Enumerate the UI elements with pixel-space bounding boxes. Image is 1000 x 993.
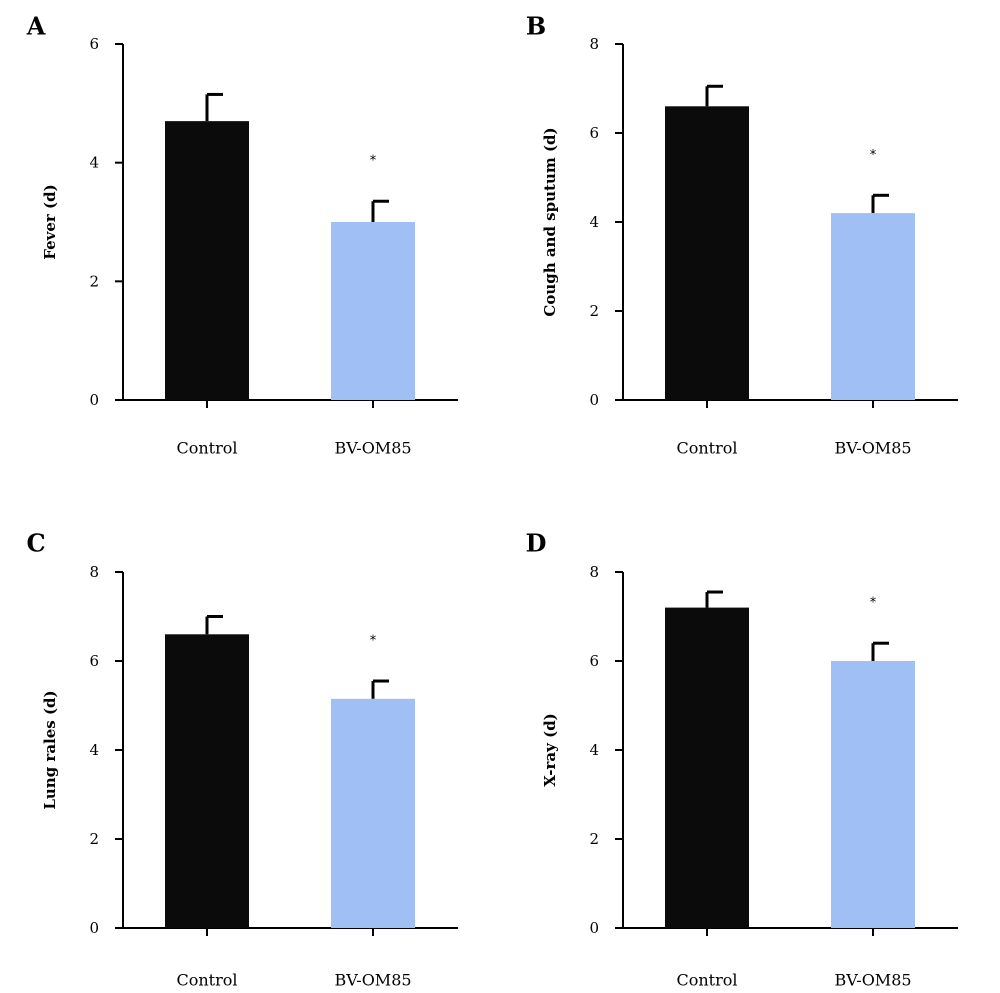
x-category-label: Control bbox=[676, 971, 737, 990]
y-tick-label: 2 bbox=[89, 830, 99, 848]
y-tick-label: 0 bbox=[589, 391, 599, 409]
y-tick-label: 4 bbox=[89, 741, 99, 759]
y-axis-title: Cough and sputum (d) bbox=[541, 127, 559, 316]
y-tick-label: 6 bbox=[89, 652, 99, 670]
y-axis-title: Lung rales (d) bbox=[41, 690, 59, 809]
y-tick-label: 6 bbox=[589, 124, 599, 142]
significance-marker: * bbox=[370, 634, 377, 649]
bar-bv-om85 bbox=[331, 698, 415, 928]
y-tick-label: 4 bbox=[589, 741, 599, 759]
y-tick-label: 8 bbox=[89, 563, 99, 581]
y-axis-title: X-ray (d) bbox=[541, 713, 559, 787]
significance-marker: * bbox=[870, 596, 877, 611]
bar-bv-om85 bbox=[831, 213, 915, 400]
bar-control bbox=[165, 121, 249, 400]
x-category-label: BV-OM85 bbox=[334, 971, 411, 990]
x-category-label: BV-OM85 bbox=[834, 971, 911, 990]
bar-control bbox=[165, 634, 249, 928]
y-tick-label: 2 bbox=[589, 302, 599, 320]
panel-letter-c: C bbox=[26, 529, 45, 558]
x-category-label: Control bbox=[176, 439, 237, 458]
y-tick-label: 2 bbox=[589, 830, 599, 848]
x-category-label: Control bbox=[676, 439, 737, 458]
chart-c-svg: C 0 2 4 6 8 Control BV-OM85 * Lung rales (d) bbox=[26, 529, 458, 990]
bar-control bbox=[665, 106, 749, 401]
bar-bv-om85 bbox=[331, 222, 415, 400]
y-tick-label: 0 bbox=[589, 919, 599, 937]
significance-marker: * bbox=[870, 148, 877, 163]
y-axis-title: Fever (d) bbox=[41, 184, 59, 259]
chart-a-svg: A 0 2 4 6 Control BV-OM85 * Fever (d) bbox=[26, 12, 458, 458]
y-tick-label: 8 bbox=[589, 563, 599, 581]
x-category-label: BV-OM85 bbox=[334, 439, 411, 458]
panel-b: B 0 2 4 6 8 Control BV-OM85 * Cough and sputum (d… bbox=[500, 0, 1000, 496]
chart-d-svg: D 0 2 4 6 8 Control BV-OM85 * X-ray (d) bbox=[526, 529, 958, 990]
y-tick-label: 6 bbox=[589, 652, 599, 670]
x-category-label: BV-OM85 bbox=[834, 439, 911, 458]
panel-a: A 0 2 4 6 Control BV-OM85 * Fever (d) bbox=[0, 0, 500, 496]
bar-control bbox=[665, 607, 749, 928]
y-tick-label: 2 bbox=[89, 272, 99, 290]
y-tick-label: 4 bbox=[589, 213, 599, 231]
panel-c: C 0 2 4 6 8 Control BV-OM85 * Lung rales (d) bbox=[0, 496, 500, 992]
panel-letter-d: D bbox=[526, 529, 547, 558]
y-tick-label: 8 bbox=[589, 35, 599, 53]
y-tick-label: 4 bbox=[89, 154, 99, 172]
chart-b-svg: B 0 2 4 6 8 Control BV-OM85 * Cough and sputum (d… bbox=[526, 12, 958, 458]
y-tick-label: 0 bbox=[89, 391, 99, 409]
x-category-label: Control bbox=[176, 971, 237, 990]
y-tick-label: 6 bbox=[89, 35, 99, 53]
significance-marker: * bbox=[370, 154, 377, 169]
bar-bv-om85 bbox=[831, 661, 915, 928]
y-tick-label: 0 bbox=[89, 919, 99, 937]
panel-d: D 0 2 4 6 8 Control BV-OM85 * X-ray (d) bbox=[500, 496, 1000, 992]
panel-letter-a: A bbox=[26, 12, 46, 41]
panel-letter-b: B bbox=[526, 12, 546, 41]
